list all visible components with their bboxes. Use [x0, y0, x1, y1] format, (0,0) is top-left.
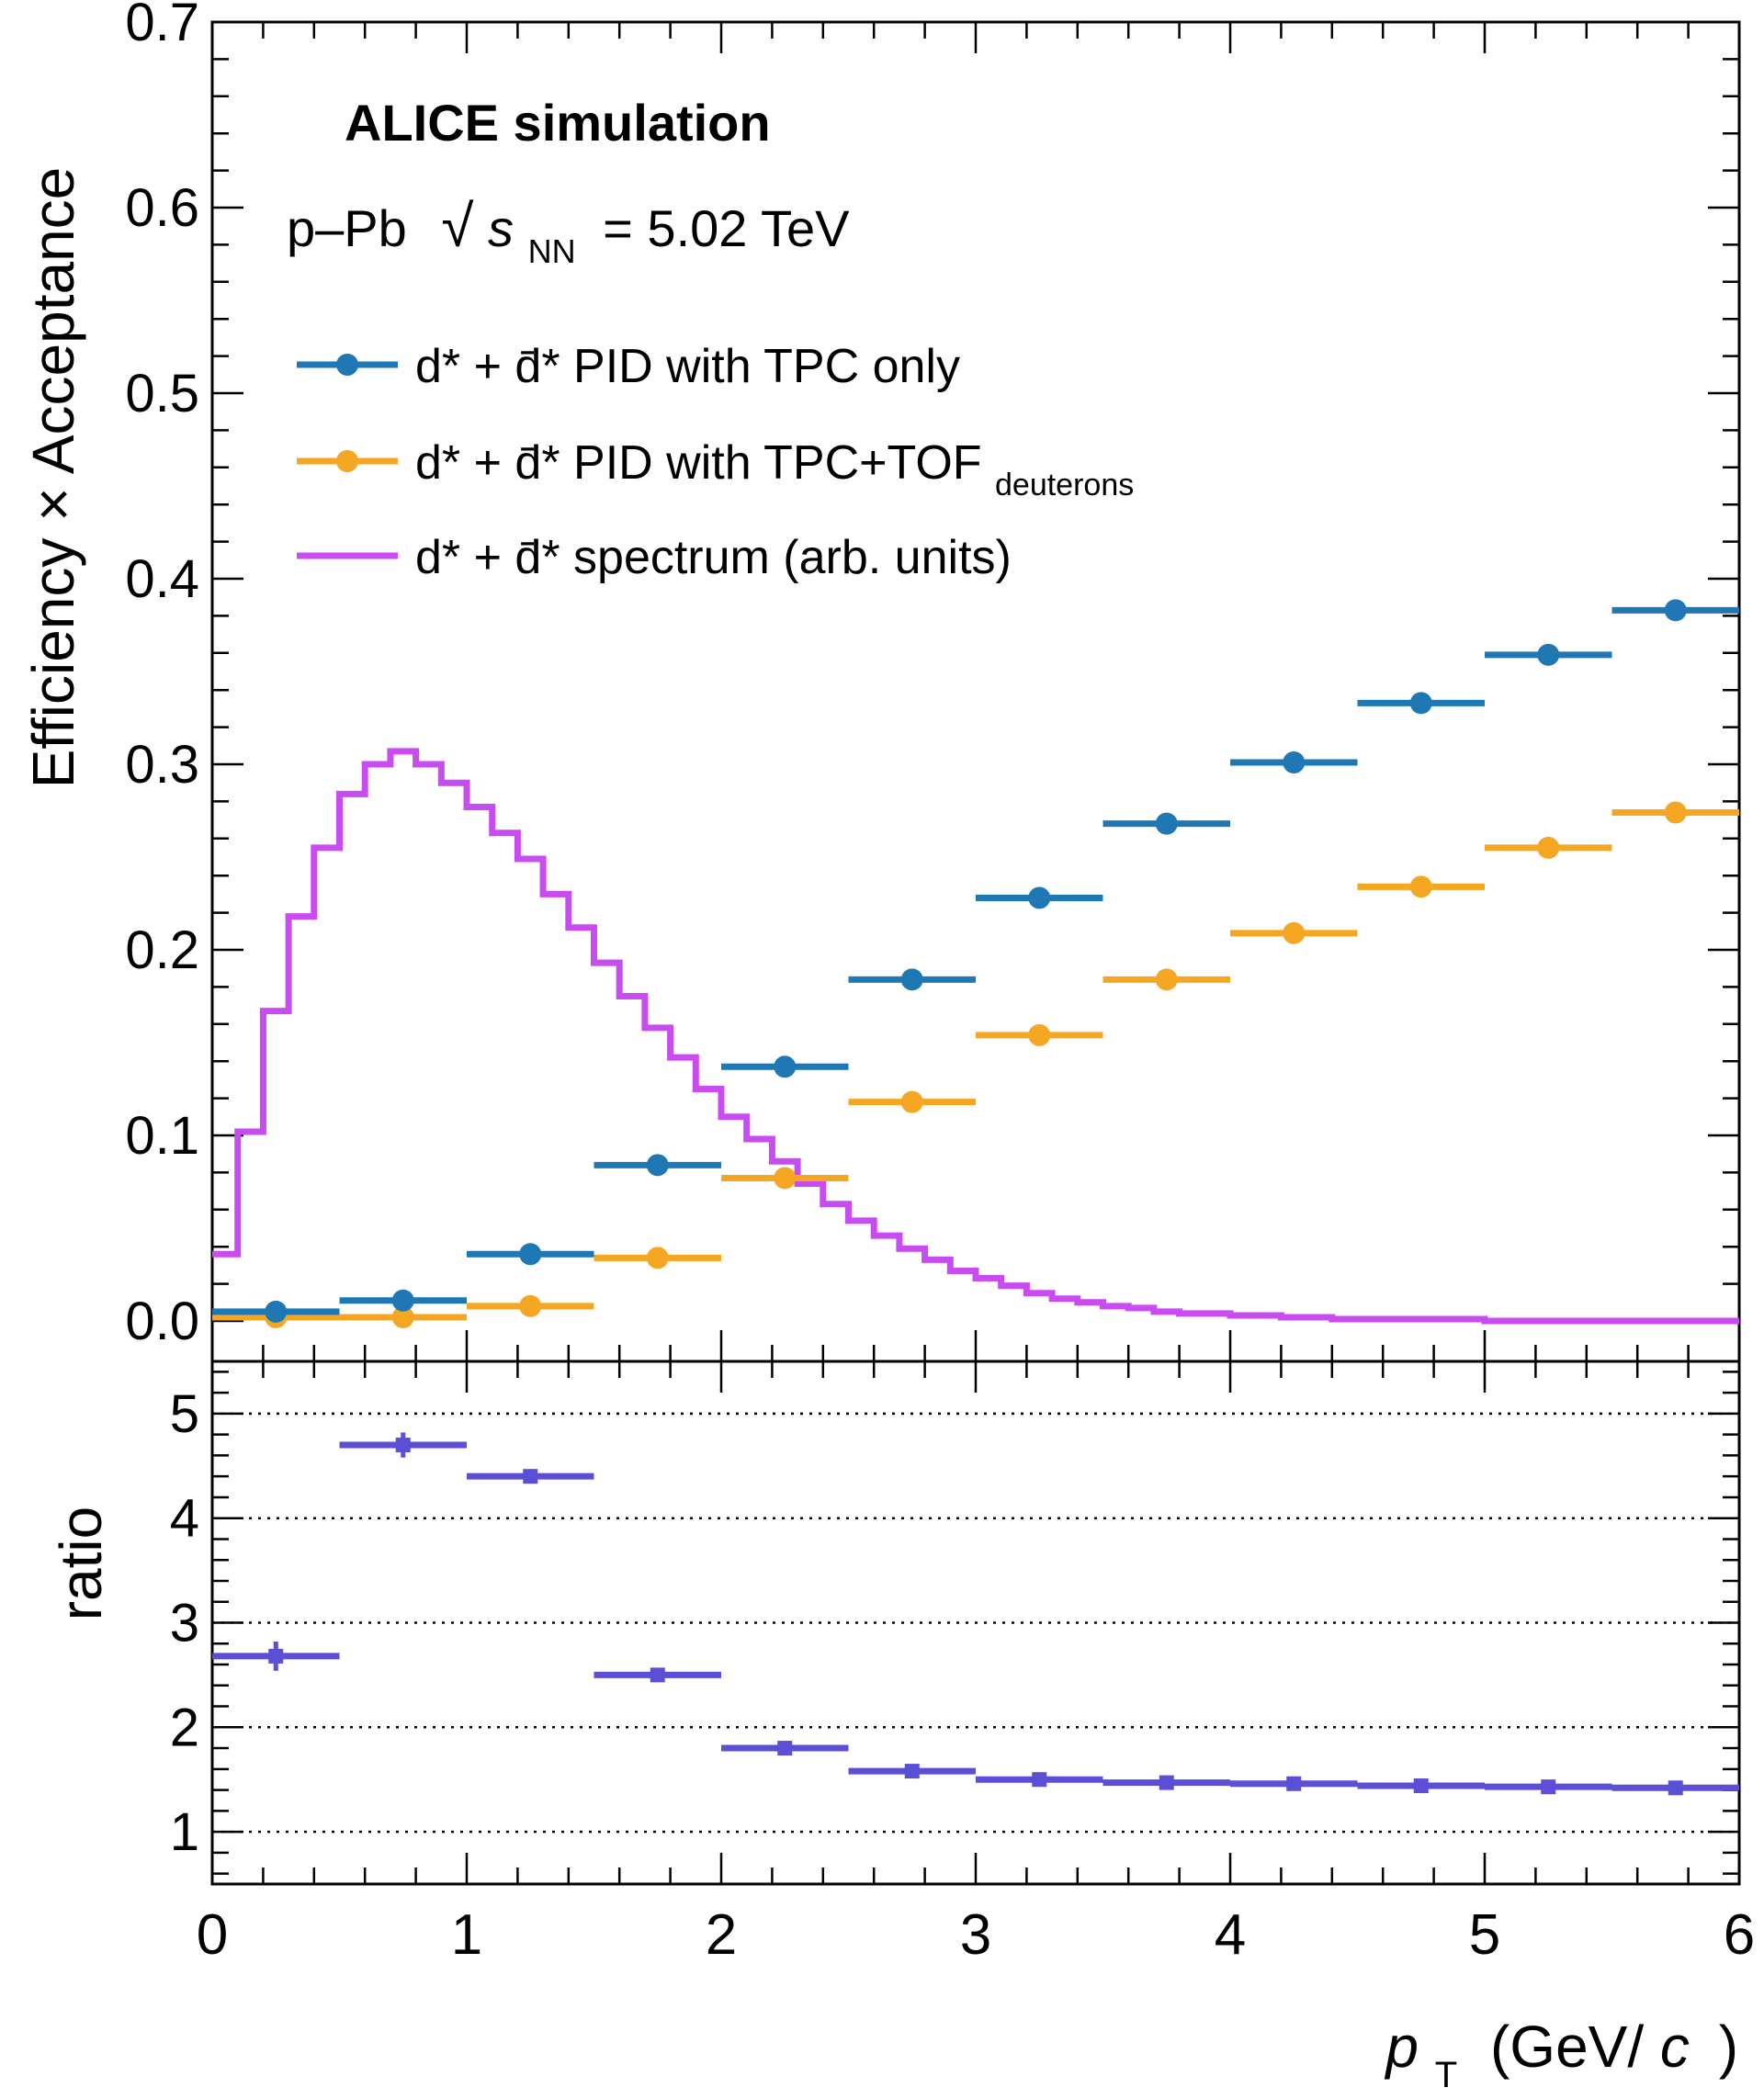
spectrum-histogram — [212, 748, 1739, 1325]
x-tick-label: 3 — [960, 1903, 991, 1967]
legend-label-tpc-tof: d* + d̄* PID with TPC+TOF deuterons — [415, 436, 1134, 502]
y-tick-label-top: 0.6 — [125, 178, 199, 238]
y-tick-label-bottom: 4 — [170, 1489, 199, 1549]
efficiency-point — [1537, 836, 1560, 859]
s-subscript: NN — [528, 232, 576, 270]
legend-label-spectrum: d* + d̄* spectrum (arb. units) — [415, 531, 1012, 584]
bottom-panel: 0 1 2 3 4 5 6 1 2 3 4 5 — [170, 1360, 1755, 1967]
efficiency-point — [1283, 750, 1306, 773]
ratio-point — [395, 1438, 411, 1453]
ratio-point — [1668, 1780, 1683, 1796]
ratio-point — [1159, 1775, 1174, 1790]
y-tick-label-top: 0.3 — [125, 735, 199, 795]
efficiency-point — [646, 1247, 669, 1270]
ratio-point — [1286, 1776, 1302, 1791]
efficiency-point — [519, 1294, 542, 1317]
legend-label-tpc-tof-sub: deuterons — [995, 468, 1134, 502]
y-tick-label-top: 0.4 — [125, 549, 199, 609]
ratio-point — [1413, 1778, 1429, 1794]
efficiency-point — [1664, 801, 1687, 824]
efficiency-point — [646, 1154, 669, 1177]
x-axis-title-rest1: (GeV/ — [1490, 2014, 1644, 2080]
efficiency-point — [1537, 643, 1560, 666]
x-tick-label: 2 — [706, 1903, 737, 1967]
x-axis-title-p: p — [1384, 2014, 1419, 2080]
ratio-point — [523, 1469, 538, 1484]
legend-entry-tpc-tof: d* + d̄* PID with TPC+TOF deuterons — [297, 436, 1134, 502]
x-axis-title: p T (GeV/ c ) — [1384, 2014, 1738, 2099]
y-tick-label-bottom: 5 — [170, 1384, 199, 1444]
collision-system-label: p–Pb √ s NN = 5.02 TeV — [287, 193, 850, 274]
y-tick-label-top: 0.1 — [125, 1106, 199, 1166]
legend-entry-spectrum: d* + d̄* spectrum (arb. units) — [297, 531, 1012, 584]
efficiency-point — [1155, 812, 1178, 835]
efficiency-point — [1028, 886, 1051, 909]
y-tick-label-bottom: 3 — [170, 1594, 199, 1653]
y-tick-label-top: 0.2 — [125, 920, 199, 980]
x-tick-label: 5 — [1469, 1903, 1500, 1967]
efficiency-point — [1409, 692, 1432, 715]
system-prefix: p–Pb — [287, 199, 407, 257]
y-axis-title-top: Efficiency × Acceptance — [20, 167, 86, 789]
efficiency-point — [1283, 921, 1306, 944]
x-tick-label: 0 — [197, 1903, 228, 1967]
efficiency-point — [391, 1289, 414, 1312]
s-letter: s — [488, 199, 514, 257]
ratio-point — [1032, 1772, 1047, 1788]
legend-marker-tpc-tof — [336, 450, 358, 472]
ratio-point — [650, 1667, 665, 1683]
efficiency-point — [774, 1167, 797, 1190]
experiment-label: ALICE simulation — [345, 94, 771, 152]
efficiency-point — [1409, 875, 1432, 898]
legend-label-tpc-tof-main: d* + d̄* PID with TPC+TOF — [415, 436, 982, 490]
efficiency-point — [900, 1090, 923, 1113]
sqrt-symbol: √ — [441, 193, 474, 259]
ratio-point — [904, 1764, 920, 1779]
top-panel: 0.0 0.1 0.2 0.3 0.4 0.5 0.6 0.7 — [125, 0, 1741, 1363]
y-tick-label-top: 0.7 — [125, 0, 199, 52]
efficiency-point — [519, 1243, 542, 1266]
x-tick-label: 4 — [1215, 1903, 1246, 1967]
y-axis-title-bottom: ratio — [48, 1507, 114, 1621]
legend-entry-tpc-only: d* + d̄* PID with TPC only — [297, 340, 960, 393]
energy-value: = 5.02 TeV — [603, 199, 850, 257]
ratio-point — [1541, 1779, 1556, 1795]
x-axis-title-sub: T — [1435, 2055, 1457, 2095]
legend-label-tpc-only: d* + d̄* PID with TPC only — [415, 340, 960, 393]
efficiency-point — [900, 968, 923, 991]
efficiency-point — [1664, 599, 1687, 622]
x-tick-label: 6 — [1724, 1903, 1755, 1967]
x-tick-label: 1 — [451, 1903, 482, 1967]
efficiency-point — [774, 1055, 797, 1078]
efficiency-point — [265, 1300, 288, 1323]
ratio-point — [268, 1648, 284, 1664]
legend: d* + d̄* PID with TPC only d* + d̄* PID … — [297, 340, 1134, 584]
y-tick-label-top: 0.5 — [125, 364, 199, 423]
y-tick-label-top: 0.0 — [125, 1292, 199, 1351]
y-tick-label-bottom: 1 — [170, 1802, 199, 1862]
x-axis-title-c: c — [1660, 2014, 1690, 2080]
efficiency-point — [391, 1305, 414, 1328]
ratio-point — [777, 1741, 793, 1756]
efficiency-point — [1028, 1023, 1051, 1046]
legend-marker-tpc-only — [336, 354, 358, 376]
efficiency-point — [1155, 968, 1178, 991]
x-axis-title-rest2: ) — [1719, 2014, 1738, 2080]
y-tick-label-bottom: 2 — [170, 1698, 199, 1757]
